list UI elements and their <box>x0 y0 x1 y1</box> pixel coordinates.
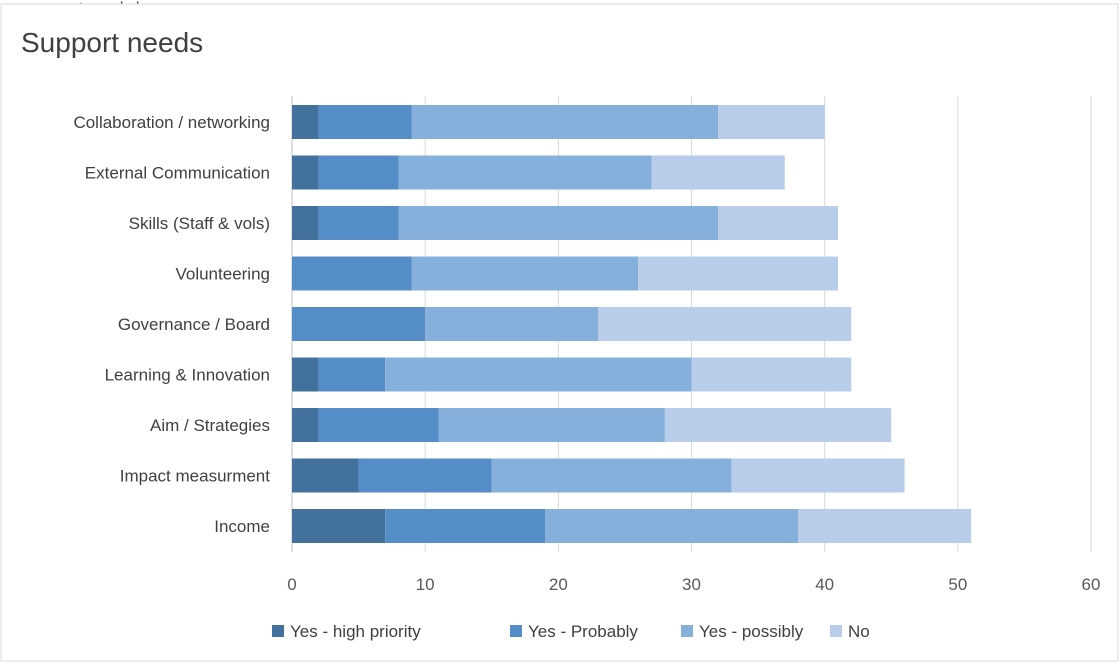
bar-segment <box>651 155 785 190</box>
x-tick-labels: 0 10 20 30 40 50 60 <box>287 575 1100 594</box>
bar-segment <box>292 408 319 442</box>
bar-segment <box>318 357 386 392</box>
legend-swatch <box>510 625 522 637</box>
bar-segment <box>318 408 439 442</box>
category-label: Impact measurment <box>120 467 270 486</box>
bar-segment <box>438 408 665 442</box>
x-tick-label: 10 <box>416 575 435 594</box>
bar-segment <box>318 155 399 190</box>
bar-segment <box>731 458 905 493</box>
legend-swatch <box>272 625 284 637</box>
bar-segment <box>292 509 386 543</box>
bar-segment <box>292 458 359 493</box>
bar-segment <box>798 509 972 543</box>
bar-segment <box>292 357 319 392</box>
legend-label: Yes - possibly <box>699 622 804 641</box>
category-label: External Communication <box>85 164 270 183</box>
legend-label: No <box>848 622 870 641</box>
category-label: Collaboration / networking <box>73 113 270 132</box>
bar-segment <box>411 105 719 139</box>
bar-segment <box>691 357 852 392</box>
chart-title: Support needs <box>21 27 203 58</box>
x-tick-label: 30 <box>682 575 701 594</box>
x-tick-label: 40 <box>815 575 834 594</box>
bar-segment <box>292 206 319 240</box>
legend-label: Yes - high priority <box>290 622 421 641</box>
category-labels: Collaboration / networking External Commu… <box>73 113 270 536</box>
bar-segment <box>638 256 838 291</box>
bar-segment <box>318 105 412 139</box>
x-tick-label: 60 <box>1082 575 1101 594</box>
bar-segment <box>545 509 799 543</box>
bar-segment <box>292 307 426 341</box>
x-tick-label: 50 <box>948 575 967 594</box>
legend: Yes - high priority Yes - Probably Yes - p… <box>272 622 870 641</box>
bar-segment <box>292 155 319 190</box>
bar-segment <box>398 155 652 190</box>
legend-swatch <box>830 625 842 637</box>
category-label: Learning & Innovation <box>105 366 270 385</box>
bar-segment <box>292 256 412 291</box>
bar-segment <box>491 458 732 493</box>
bar-segment <box>598 307 852 341</box>
bar-segment <box>411 256 639 291</box>
bar-segment <box>398 206 719 240</box>
bar-segment <box>358 458 492 493</box>
category-label: Aim / Strategies <box>150 416 270 435</box>
bars <box>292 105 972 543</box>
bar-segment <box>718 206 838 240</box>
bar-segment <box>664 408 892 442</box>
bar-segment <box>425 307 599 341</box>
category-label: Governance / Board <box>118 315 270 334</box>
legend-swatch <box>681 625 693 637</box>
bar-segment <box>385 357 692 392</box>
bar-segment <box>385 509 546 543</box>
bar-segment <box>292 105 319 139</box>
x-tick-label: 0 <box>287 575 296 594</box>
bar-segment <box>718 105 825 139</box>
legend-label: Yes - Probably <box>528 622 638 641</box>
x-tick-label: 20 <box>549 575 568 594</box>
category-label: Volunteering <box>175 265 270 284</box>
category-label: Skills (Staff & vols) <box>129 214 270 233</box>
bar-segment <box>318 206 399 240</box>
category-label: Income <box>214 517 270 536</box>
